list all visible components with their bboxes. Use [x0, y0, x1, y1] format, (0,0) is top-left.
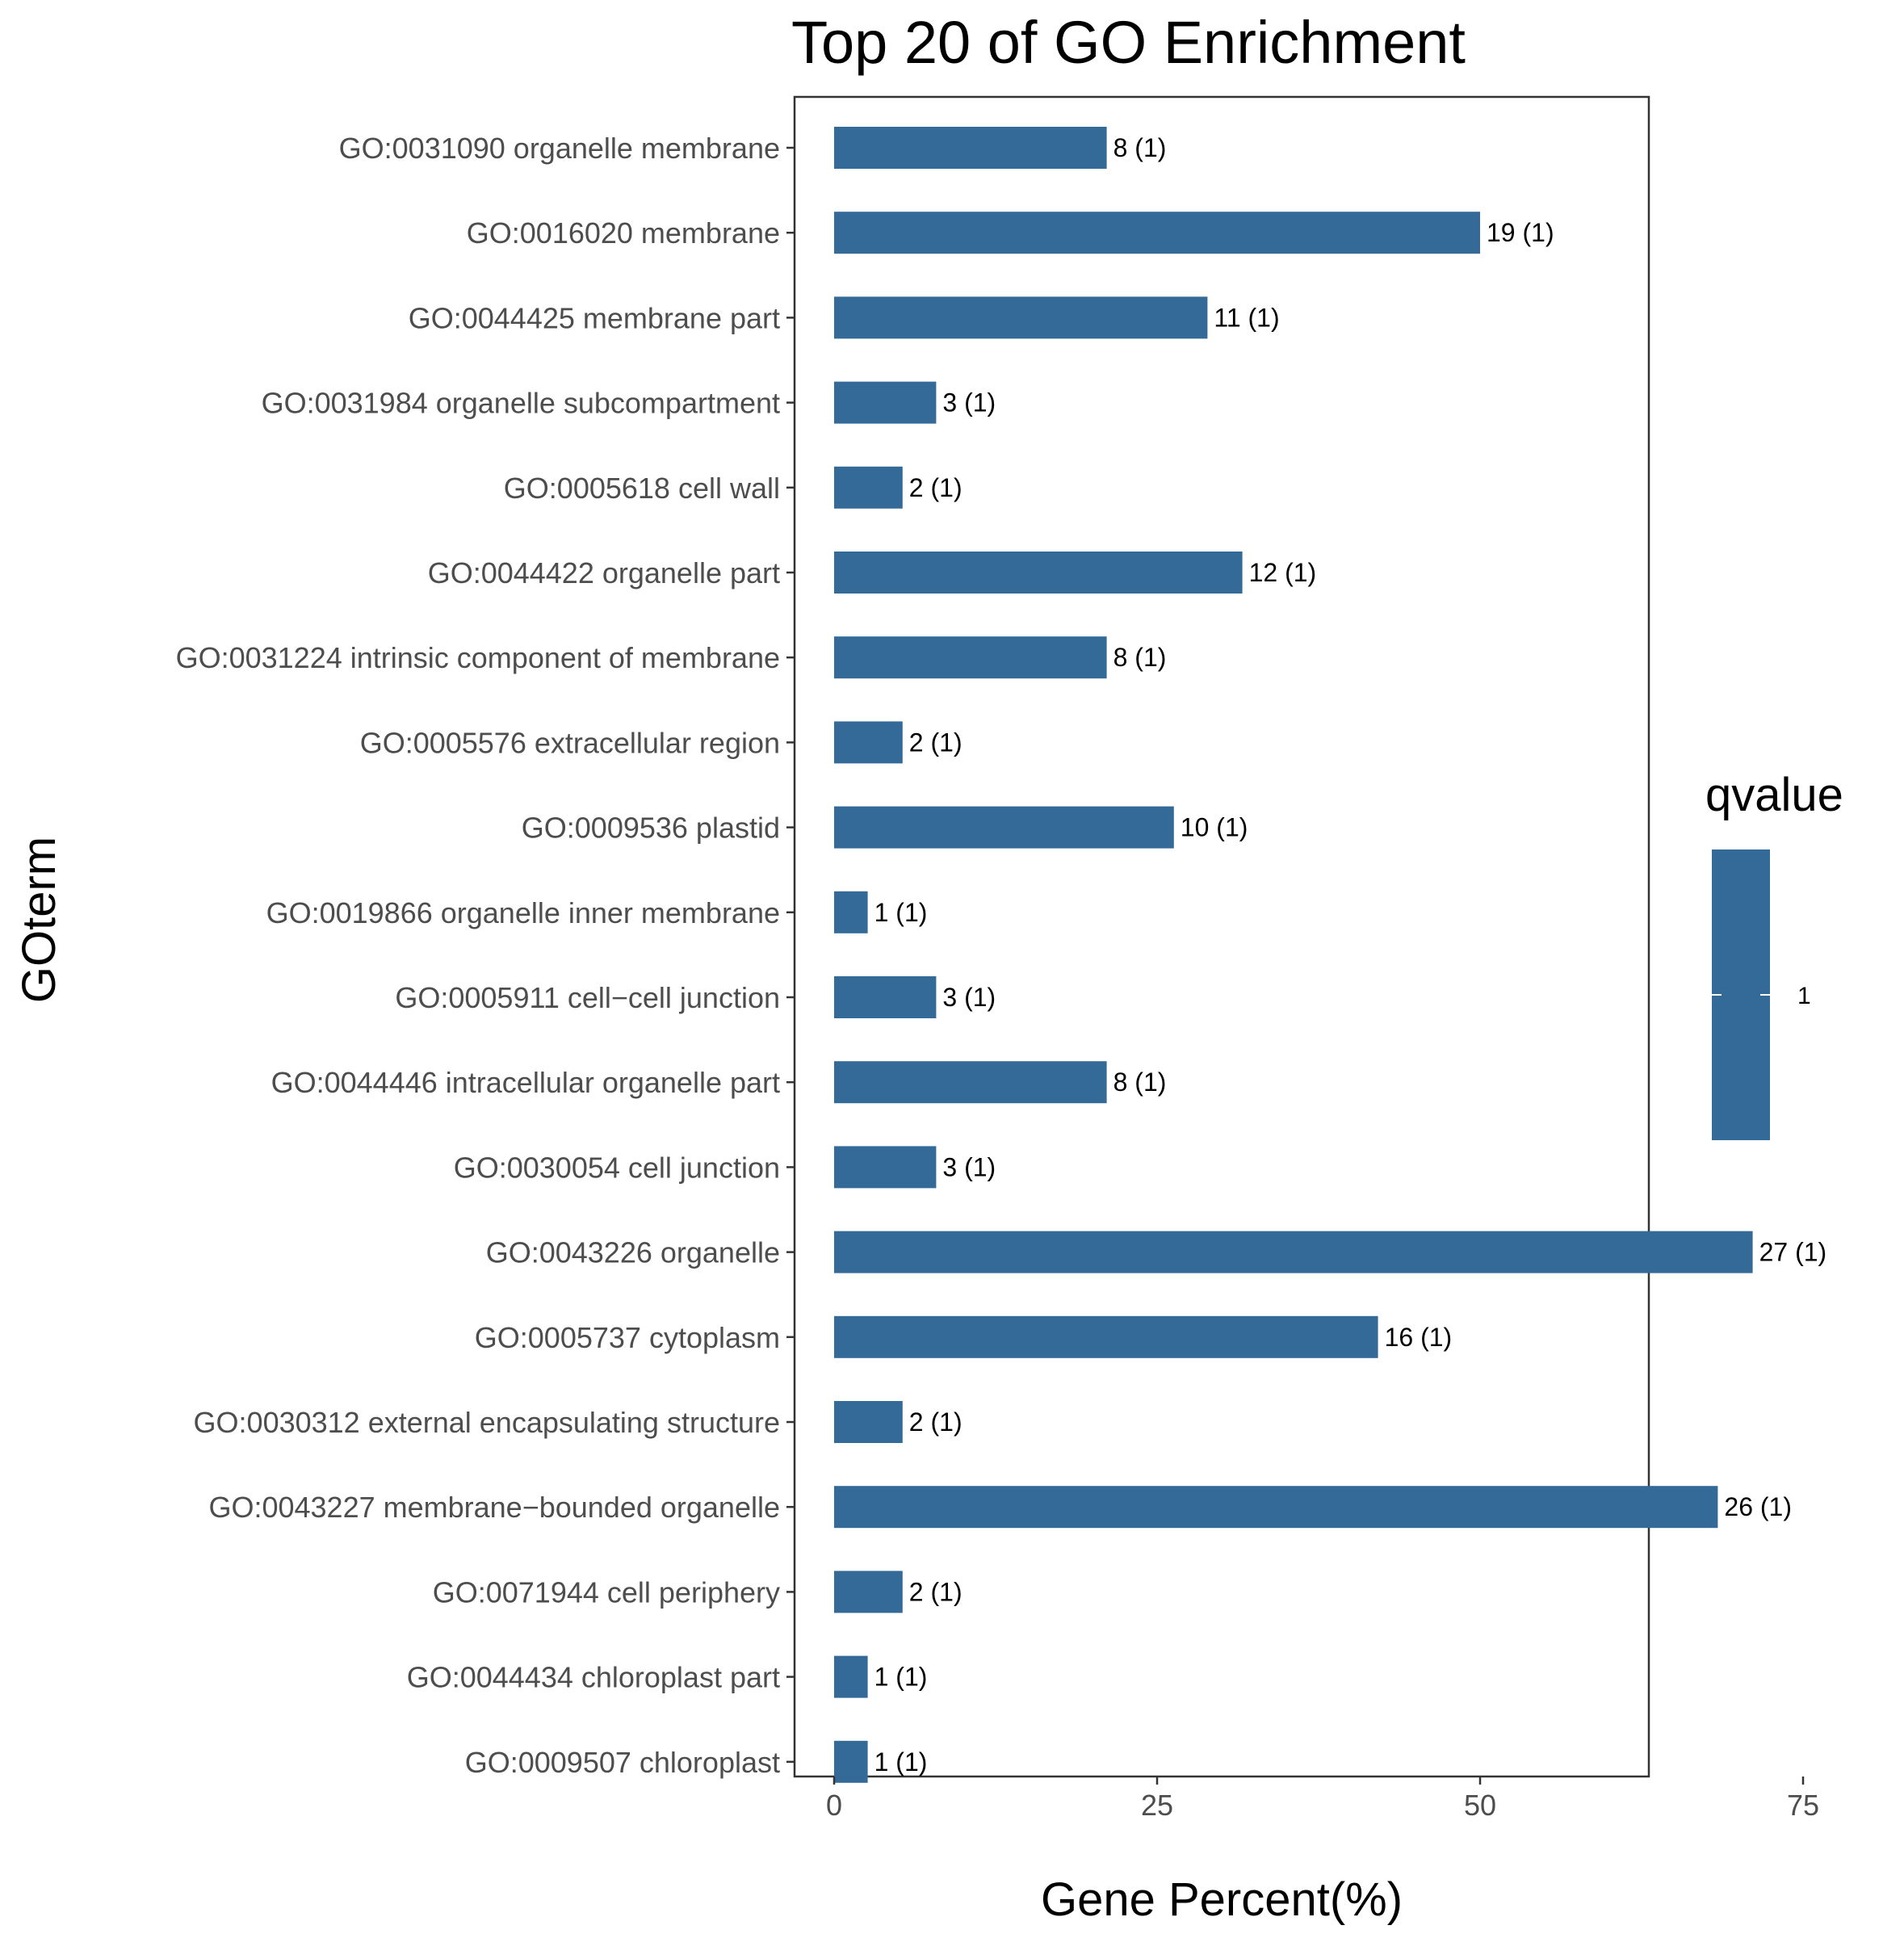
bar	[834, 296, 1208, 339]
bar-data-label: 1 (1)	[874, 1663, 928, 1692]
y-axis-title: GOterm	[13, 837, 65, 1003]
bar	[834, 1655, 868, 1698]
y-tick-label: GO:0044422 organelle part	[428, 556, 780, 589]
bar	[834, 127, 1107, 169]
x-axis-title: Gene Percent(%)	[1041, 1873, 1403, 1926]
bar-data-label: 2 (1)	[909, 1577, 962, 1606]
bar-data-label: 27 (1)	[1759, 1238, 1827, 1267]
y-tick-label: GO:0030312 external encapsulating struct…	[194, 1406, 780, 1439]
y-tick-label: GO:0044434 chloroplast part	[407, 1661, 780, 1694]
x-tick-label: 50	[1464, 1789, 1496, 1822]
bar-data-label: 1 (1)	[874, 898, 928, 927]
x-tick-label: 75	[1787, 1789, 1819, 1822]
y-tick-label: GO:0031224 intrinsic component of membra…	[176, 641, 780, 674]
bar-data-label: 2 (1)	[909, 1407, 962, 1437]
y-tick-label: GO:0044425 membrane part	[409, 301, 780, 334]
bar	[834, 1401, 903, 1443]
x-axis: 0255075100125	[826, 1776, 1819, 1822]
y-tick-label: GO:0071944 cell periphery	[433, 1575, 780, 1609]
bar-data-label: 11 (1)	[1214, 303, 1279, 332]
bar-data-label: 2 (1)	[909, 473, 962, 502]
y-tick-label: GO:0016020 membrane	[467, 216, 780, 250]
y-tick-label: GO:0043227 membrane−bounded organelle	[208, 1491, 780, 1524]
y-tick-label: GO:0005576 extracellular region	[360, 726, 780, 759]
bar-data-label: 3 (1)	[942, 983, 996, 1012]
bar	[834, 721, 903, 764]
bar-data-label: 8 (1)	[1113, 133, 1167, 162]
y-tick-label: GO:0009507 chloroplast	[465, 1746, 780, 1779]
x-tick-label: 0	[826, 1789, 842, 1822]
bar	[834, 976, 937, 1018]
bar	[834, 212, 1480, 254]
bar-data-label: 12 (1)	[1249, 558, 1317, 587]
bar	[834, 1061, 1107, 1104]
y-tick-label: GO:0030054 cell junction	[454, 1151, 780, 1184]
bar-data-label: 26 (1)	[1724, 1492, 1792, 1521]
y-tick-label: GO:0009536 plastid	[522, 812, 780, 845]
bar-data-label: 3 (1)	[942, 1152, 996, 1181]
chart-title: Top 20 of GO Enrichment	[791, 9, 1466, 76]
legend-label: 1	[1797, 983, 1811, 1009]
bar	[834, 1146, 937, 1189]
bar	[834, 891, 868, 933]
legend: qvalue 1	[1705, 769, 1843, 1140]
bar	[834, 381, 937, 424]
bar	[834, 806, 1174, 849]
bar-data-label: 19 (1)	[1487, 218, 1554, 247]
bar-data-label: 8 (1)	[1113, 1068, 1167, 1097]
bar-data-label: 10 (1)	[1181, 813, 1248, 842]
bar	[834, 1571, 903, 1613]
bar	[834, 1486, 1718, 1529]
y-tick-label: GO:0044446 intracellular organelle part	[271, 1066, 780, 1099]
legend-title: qvalue	[1705, 769, 1843, 821]
y-tick-label: GO:0031090 organelle membrane	[339, 132, 780, 165]
bar	[834, 466, 903, 509]
bar-data-label: 8 (1)	[1113, 643, 1167, 672]
bar	[834, 636, 1107, 679]
y-axis: GO:0031090 organelle membrane GO:0016020 …	[176, 132, 795, 1779]
bar-data-label: 16 (1)	[1385, 1323, 1453, 1352]
y-tick-label: GO:0043226 organelle	[486, 1236, 780, 1269]
bar	[834, 1315, 1378, 1358]
x-tick-label: 25	[1141, 1789, 1173, 1822]
bars-layer: 8 (1)19 (1)11 (1)3 (1)2 (1)12 (1)8 (1)2 …	[834, 127, 1826, 1783]
y-tick-label: GO:0005737 cytoplasm	[475, 1321, 780, 1354]
bar	[834, 1740, 868, 1783]
bar	[834, 552, 1243, 594]
y-tick-label: GO:0005911 cell−cell junction	[395, 981, 780, 1014]
bar-data-label: 3 (1)	[942, 388, 996, 417]
y-tick-label: GO:0019866 organelle inner membrane	[266, 896, 780, 929]
y-tick-label: GO:0031984 organelle subcompartment	[262, 387, 780, 420]
bar-data-label: 2 (1)	[909, 728, 962, 757]
y-tick-label: GO:0005618 cell wall	[504, 472, 780, 505]
bar-data-label: 1 (1)	[874, 1747, 928, 1776]
bar	[834, 1231, 1753, 1273]
